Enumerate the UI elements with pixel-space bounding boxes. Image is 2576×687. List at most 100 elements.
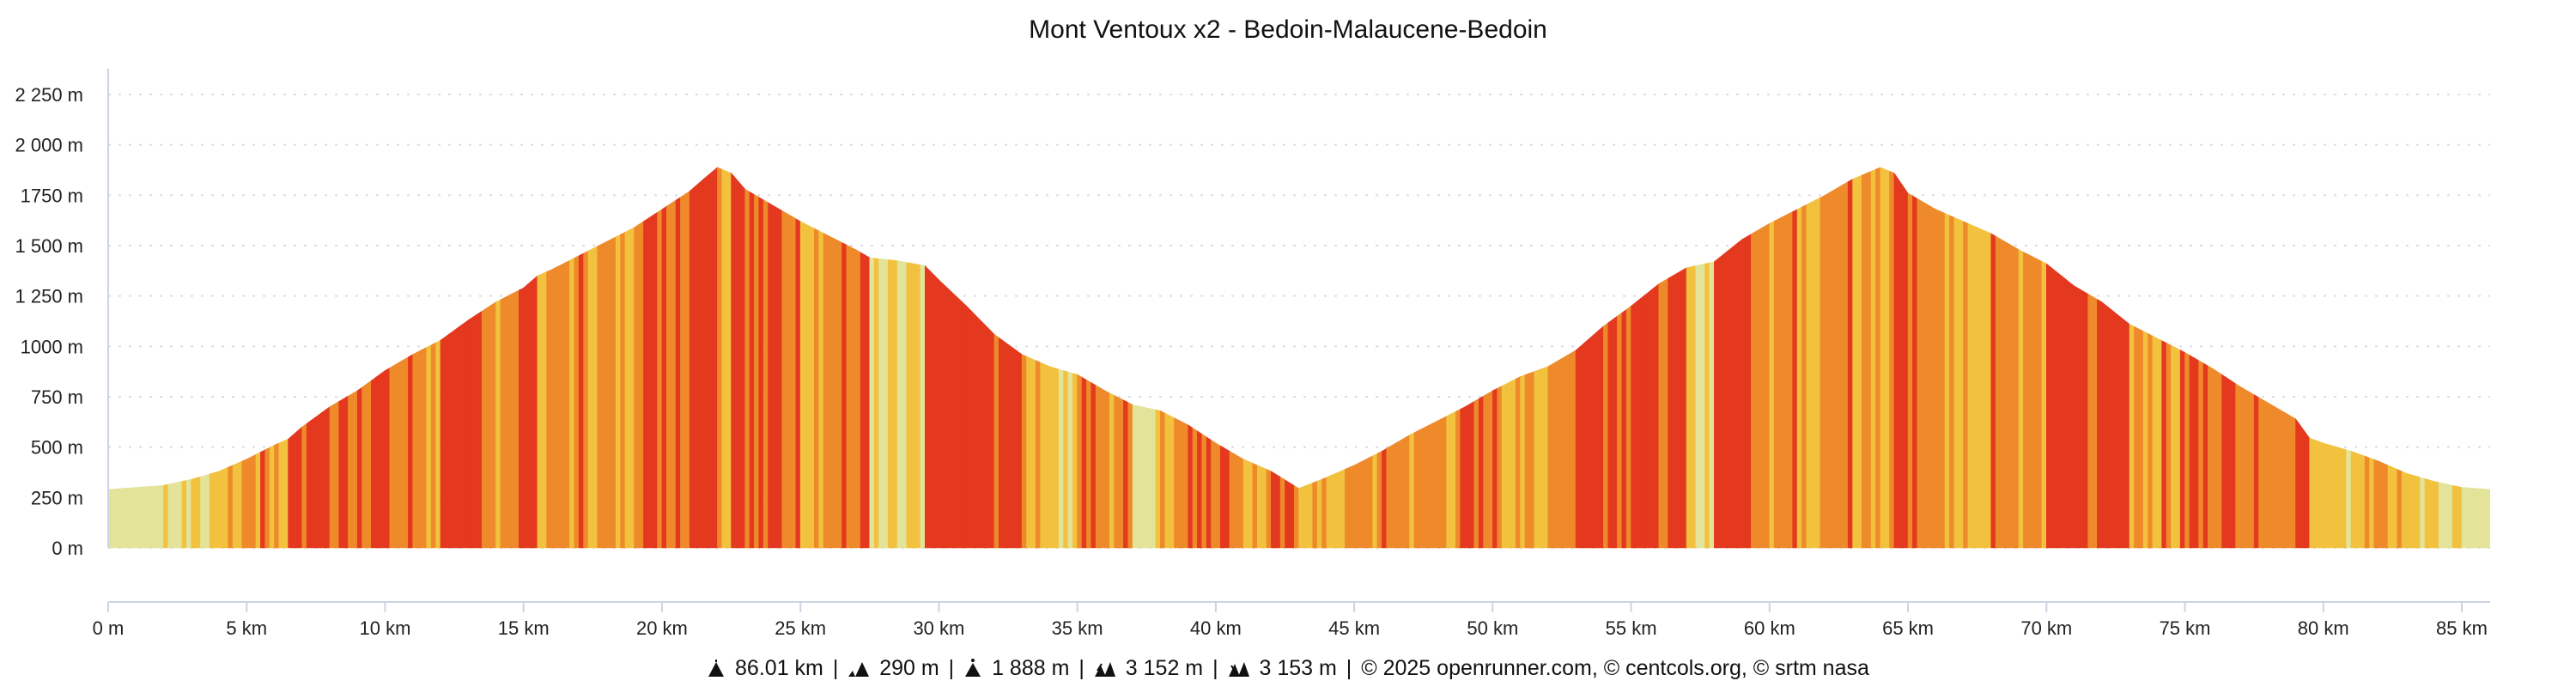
x-tick-label: 40 km	[1190, 617, 1242, 639]
elevation-segment	[1091, 382, 1097, 549]
elevation-segment	[1972, 225, 1978, 549]
elevation-segment	[684, 191, 690, 549]
elevation-segment	[356, 386, 362, 549]
elevation-segment	[1289, 482, 1295, 549]
elevation-segment	[2378, 460, 2384, 549]
elevation-segment	[463, 319, 469, 549]
elevation-segment	[2318, 441, 2324, 549]
elevation-segment	[523, 283, 529, 549]
elevation-segment	[805, 223, 811, 549]
elevation-segment	[1192, 427, 1198, 549]
elevation-segment	[1930, 206, 1936, 549]
elevation-segment	[910, 263, 916, 549]
elevation-segment	[2179, 350, 2185, 549]
elevation-segment	[2050, 266, 2057, 549]
y-tick-label: 250 m	[31, 487, 83, 508]
elevation-segment	[1907, 192, 1913, 549]
elevation-segment	[416, 349, 422, 549]
elevation-segment	[1446, 413, 1452, 549]
elevation-segment	[781, 210, 787, 549]
elevation-segment	[1566, 352, 1572, 549]
elevation-segment	[440, 336, 446, 549]
elevation-segment	[740, 183, 745, 549]
elevation-segment	[2258, 397, 2264, 549]
elevation-segment	[1386, 445, 1392, 549]
elevation-segment	[1358, 459, 1364, 549]
elevation-segment	[408, 354, 414, 549]
elevation-segment	[1889, 170, 1895, 549]
elevation-segment	[1825, 192, 1830, 549]
elevation-segment	[2355, 452, 2361, 549]
elevation-segment	[2433, 481, 2439, 549]
x-tick-label: 60 km	[1744, 617, 1795, 639]
elevation-segment	[998, 337, 1004, 549]
elevation-segment	[643, 217, 649, 549]
elevation-segment	[131, 487, 137, 549]
separator: |	[832, 656, 839, 680]
elevation-segment	[2290, 416, 2296, 549]
elevation-segment	[1631, 301, 1637, 549]
elevation-segment	[1862, 173, 1867, 549]
elevation-segment	[1765, 222, 1771, 549]
elevation-segment	[288, 434, 294, 549]
elevation-segment	[1382, 447, 1388, 549]
elevation-segment	[2082, 290, 2088, 549]
elevation-segment	[1699, 263, 1705, 549]
elevation-segment	[698, 178, 704, 549]
elevation-segment	[1248, 460, 1254, 549]
elevation-segment	[1598, 325, 1604, 549]
elevation-segment	[1206, 436, 1212, 549]
elevation-segment	[278, 441, 284, 549]
elevation-segment	[2161, 340, 2167, 549]
elevation-segment	[1155, 409, 1161, 549]
elevation-segment	[338, 398, 344, 549]
elevation-segment	[1104, 390, 1110, 549]
elevation-segment	[2156, 337, 2162, 549]
elevation-segment	[1806, 202, 1812, 549]
elevation-segment	[2245, 388, 2251, 549]
elevation-segment	[836, 240, 842, 549]
elevation-segment	[2350, 450, 2356, 549]
elevation-segment	[1303, 484, 1309, 549]
elevation-segment	[929, 270, 935, 549]
elevation-segment	[412, 351, 418, 549]
elevation-segment	[611, 236, 617, 549]
x-tick-label: 15 km	[498, 617, 550, 639]
elevation-segment	[228, 465, 234, 549]
elevation-segment	[620, 231, 626, 549]
elevation-segment	[1866, 171, 1872, 549]
elevation-segment	[666, 203, 671, 549]
chart-title: Mont Ventoux x2 - Bedoin-Malaucene-Bedoi…	[1029, 15, 1547, 44]
elevation-segment	[2045, 263, 2051, 549]
elevation-segment	[1686, 266, 1692, 549]
elevation-segment	[887, 259, 893, 549]
elevation-segment	[1981, 228, 1987, 549]
elevation-segment	[920, 264, 926, 549]
elevation-segment	[232, 462, 238, 549]
elevation-segment	[980, 319, 986, 549]
elevation-segment	[2078, 288, 2084, 549]
elevation-segment	[283, 438, 289, 549]
elevation-segment	[1986, 231, 1992, 549]
elevation-segment	[2484, 489, 2490, 549]
elevation-segment	[809, 225, 815, 549]
elevation-segment	[1783, 213, 1789, 549]
elevation-segment	[2189, 354, 2195, 549]
x-tick-label: 85 km	[2436, 617, 2488, 639]
elevation-segment	[1182, 422, 1188, 549]
elevation-segment	[1432, 420, 1438, 549]
elevation-segment	[744, 188, 750, 549]
x-tick-label: 70 km	[2020, 617, 2072, 639]
elevation-segment	[1658, 280, 1664, 549]
elevation-segment	[671, 199, 677, 549]
elevation-segment	[1127, 402, 1133, 549]
elevation-segment	[204, 473, 210, 549]
elevation-segment	[251, 453, 257, 549]
elevation-segment	[2101, 301, 2107, 549]
elevation-segment	[537, 273, 543, 549]
elevation-segment	[126, 487, 132, 549]
elevation-segment	[1335, 471, 1341, 549]
elevation-segment	[1035, 360, 1041, 549]
elevation-segment	[1953, 216, 1959, 549]
elevation-segment	[1769, 220, 1775, 549]
